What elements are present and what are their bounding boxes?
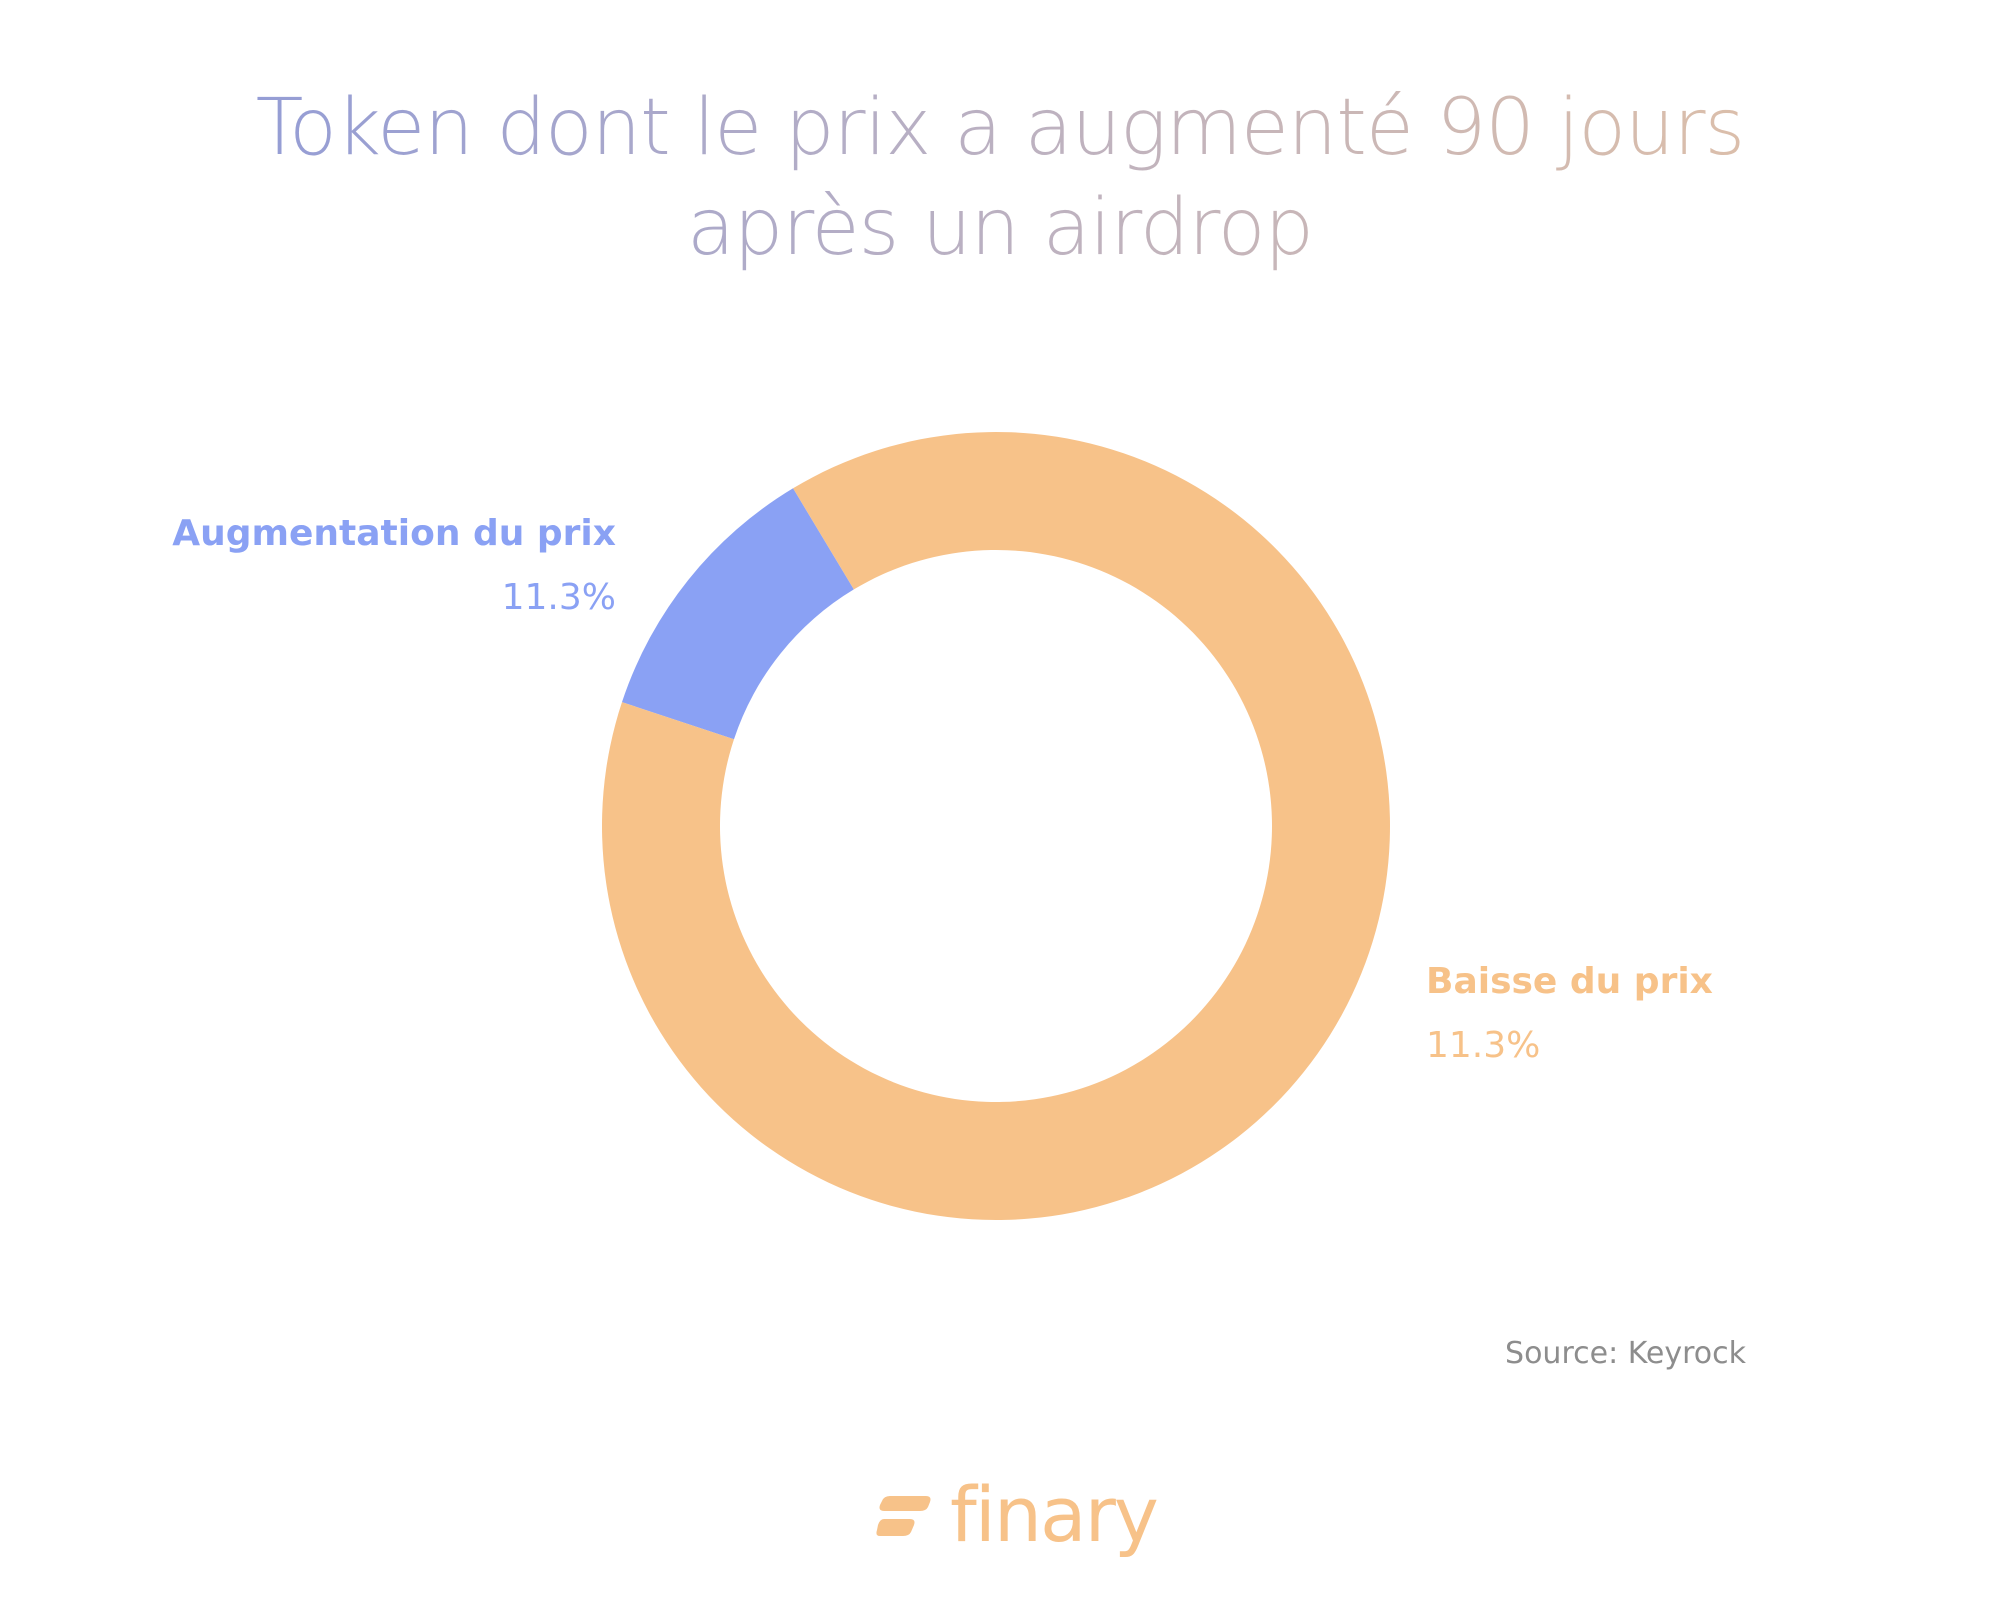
chart-title-line-1: Token dont le prix a augmenté 90 jours (0, 78, 2000, 178)
chart-title-line-2: après un airdrop (0, 178, 2000, 278)
chart-title: Token dont le prix a augmenté 90 jours a… (0, 78, 2000, 278)
brand-logo: finary (876, 1470, 1159, 1560)
source-note: Source: Keyrock (1505, 1336, 1746, 1371)
finary-logo-icon (876, 1496, 931, 1536)
slice-label-baisse: Baisse du prix (1426, 961, 1713, 1002)
donut-slices (601, 432, 1390, 1221)
brand-name: finary (950, 1470, 1159, 1559)
slice-label-augmentation: Augmentation du prix (172, 513, 616, 554)
slice-augmentation (621, 488, 854, 740)
slice-baisse (601, 432, 1390, 1221)
slice-value-augmentation: 11.3% (501, 577, 616, 618)
slice-value-baisse: 11.3% (1426, 1025, 1541, 1066)
